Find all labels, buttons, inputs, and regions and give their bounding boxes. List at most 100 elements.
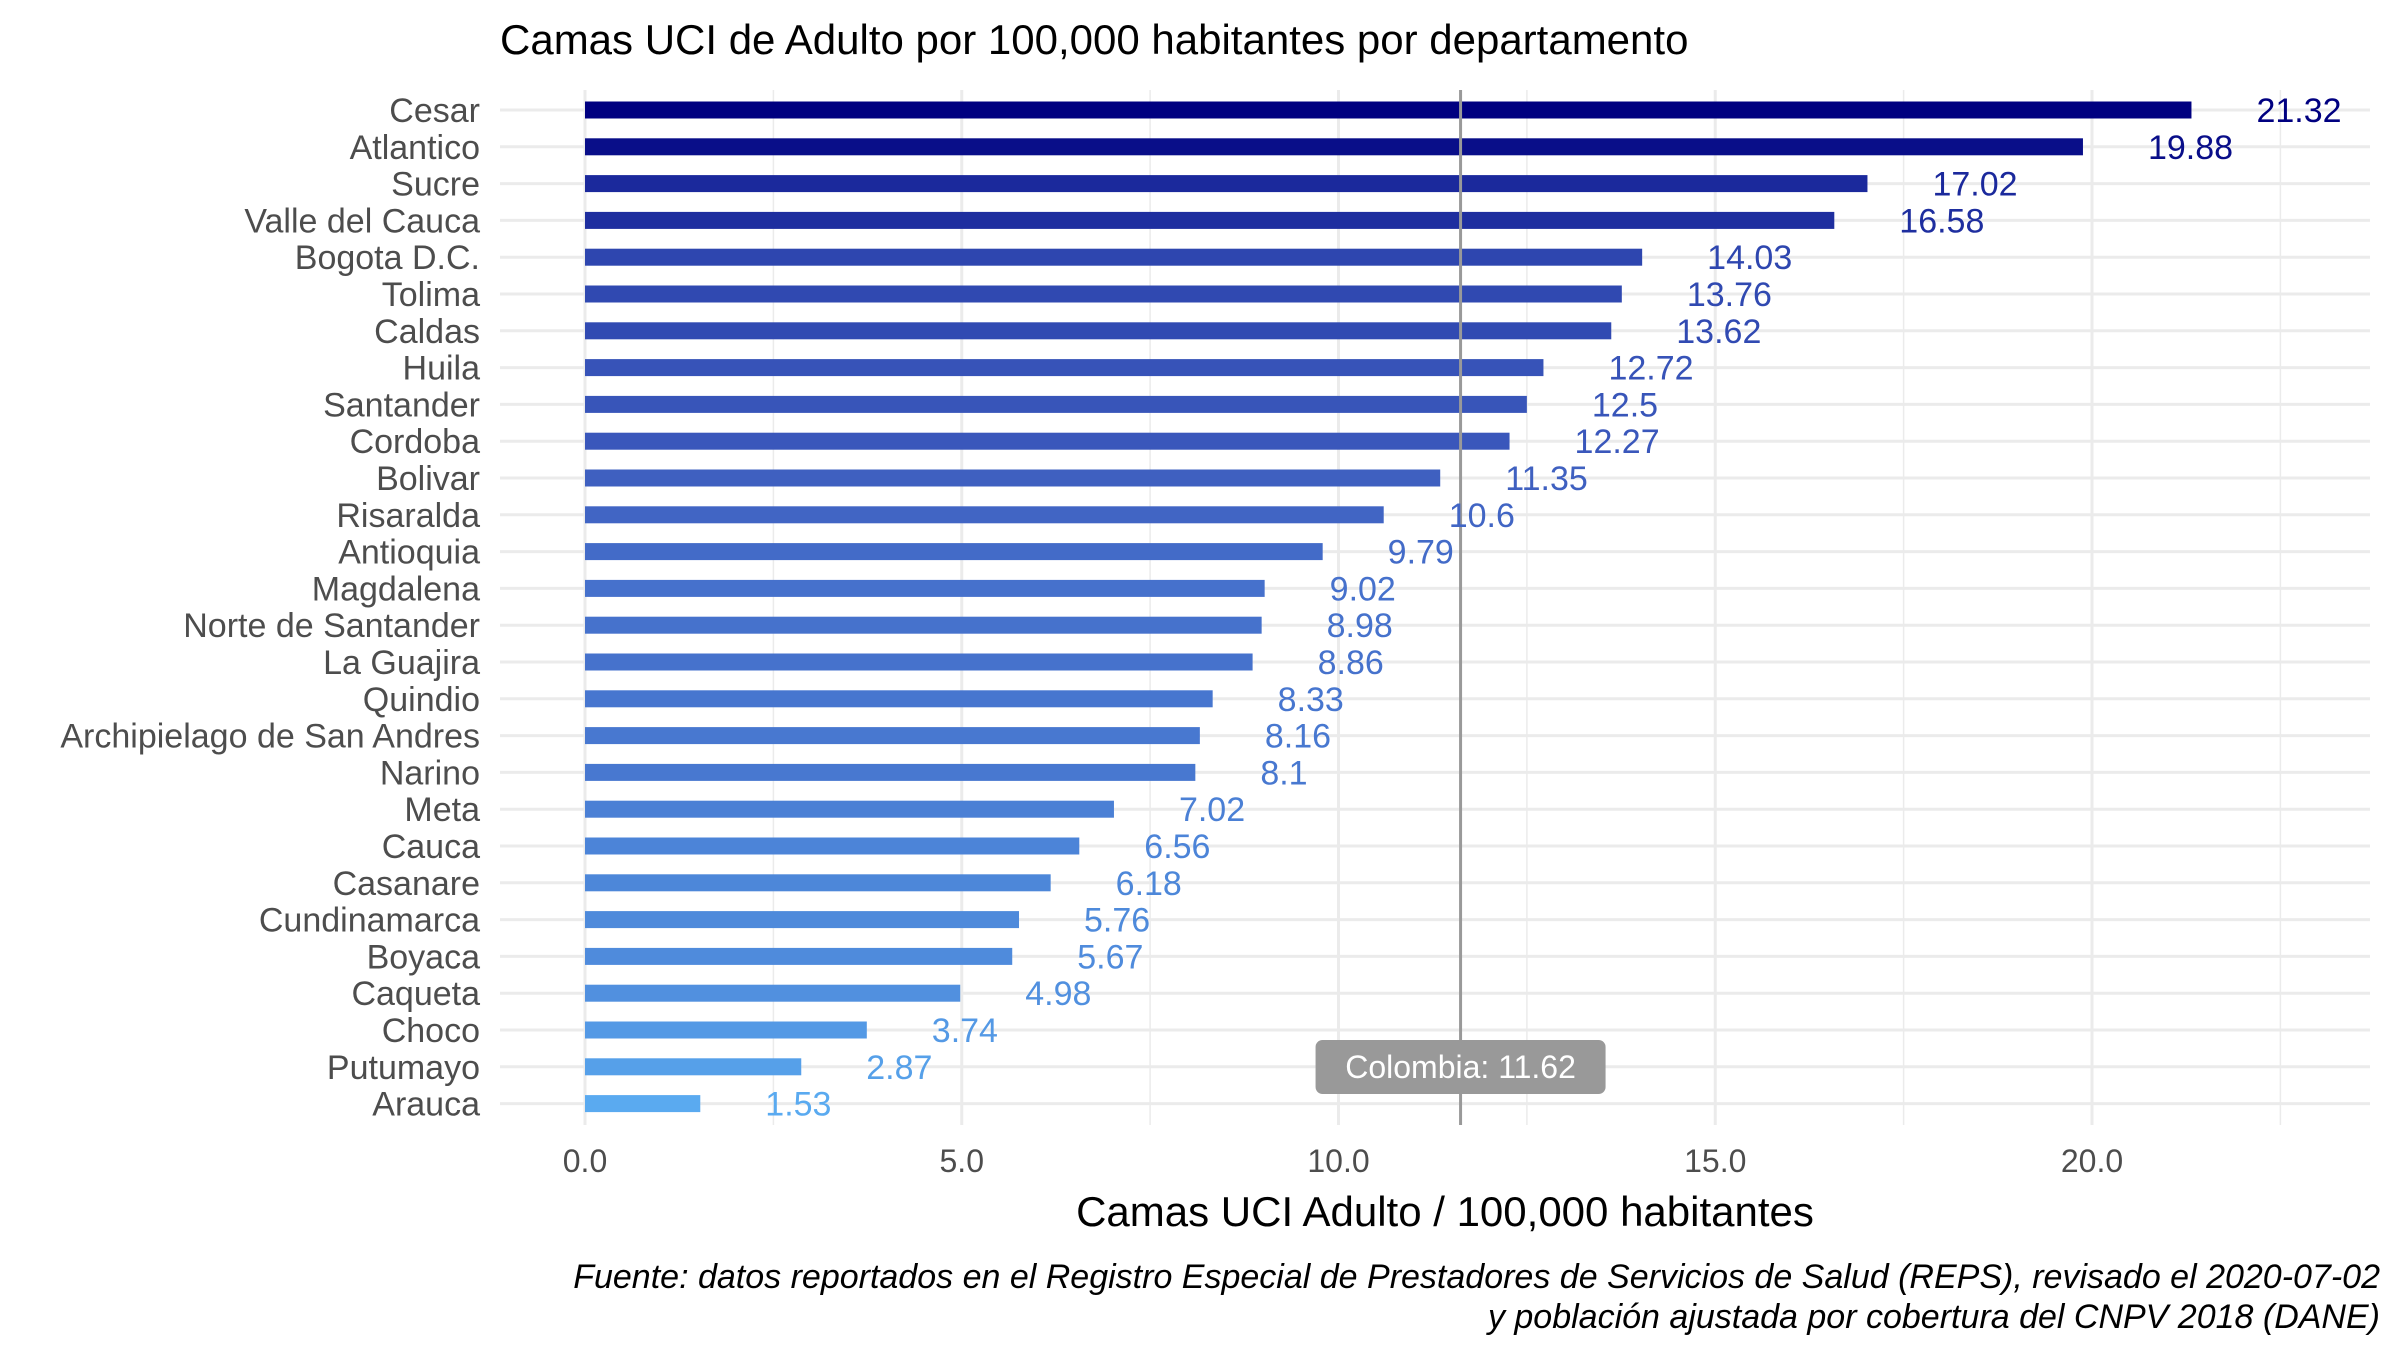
value-label: 7.02 [1179, 791, 1245, 829]
category-label: Archipielago de San Andres [60, 718, 480, 756]
bar [585, 138, 2083, 156]
category-label: Meta [404, 791, 480, 829]
value-label: 16.58 [1899, 202, 1984, 240]
category-label: Cesar [389, 92, 480, 130]
x-axis-title: Camas UCI Adulto / 100,000 habitantes [1076, 1188, 1814, 1235]
value-label: 8.1 [1260, 754, 1307, 792]
caption-line-2: y población ajustada por cobertura del C… [1486, 1298, 2380, 1336]
category-label: Risaralda [336, 497, 480, 535]
value-label: 14.03 [1707, 239, 1792, 277]
bar [585, 874, 1051, 892]
category-label: Quindio [363, 681, 480, 719]
value-label: 11.35 [1505, 460, 1588, 498]
value-label: 12.72 [1608, 350, 1693, 388]
bar [585, 322, 1612, 340]
value-label: 13.62 [1676, 313, 1761, 351]
value-label: 9.02 [1330, 570, 1396, 608]
bar [585, 763, 1196, 781]
bar-layer [585, 101, 2192, 1113]
category-label: Casanare [333, 865, 480, 903]
chart-title: Camas UCI de Adulto por 100,000 habitant… [500, 16, 1688, 63]
value-label: 8.16 [1265, 718, 1331, 756]
bar [585, 800, 1114, 818]
x-tick-label: 15.0 [1684, 1143, 1746, 1179]
bar [585, 653, 1253, 671]
bar [585, 1095, 701, 1113]
bar [585, 395, 1527, 413]
category-label: Valle del Cauca [244, 202, 480, 240]
category-label: Boyaca [367, 938, 480, 976]
caption-line-1: Fuente: datos reportados en el Registro … [573, 1258, 2380, 1296]
value-label: 21.32 [2256, 92, 2341, 130]
bar [585, 211, 1835, 229]
category-label: Choco [382, 1012, 480, 1050]
category-label: Atlantico [350, 129, 480, 167]
value-label: 8.98 [1327, 607, 1393, 645]
category-label: Cauca [382, 828, 480, 866]
reference-label: Colombia: 11.62 [1345, 1049, 1576, 1085]
value-label: 12.5 [1592, 386, 1658, 424]
bar [585, 1058, 802, 1076]
bar [585, 432, 1510, 450]
value-label: 8.33 [1278, 681, 1344, 719]
category-label: La Guajira [323, 644, 480, 682]
value-label: 12.27 [1575, 423, 1660, 461]
category-label: Cundinamarca [259, 902, 480, 940]
x-tick-label: 20.0 [2061, 1143, 2123, 1179]
value-label: 2.87 [866, 1049, 932, 1087]
value-label: 3.74 [932, 1012, 998, 1050]
value-label: 8.86 [1318, 644, 1384, 682]
bar [585, 690, 1213, 708]
value-label: 4.98 [1025, 975, 1091, 1013]
value-label: 10.6 [1449, 497, 1515, 535]
category-label: Santander [323, 386, 480, 424]
category-label: Bogota D.C. [295, 239, 480, 277]
x-tick-label: 10.0 [1307, 1143, 1369, 1179]
bar [585, 175, 1868, 193]
value-label: 5.76 [1084, 902, 1150, 940]
bar [585, 248, 1643, 266]
bar [585, 285, 1622, 303]
value-label: 17.02 [1932, 166, 2017, 204]
category-label: Narino [380, 754, 480, 792]
bar [585, 543, 1323, 561]
category-label: Caldas [374, 313, 480, 351]
value-label: 6.18 [1116, 865, 1182, 903]
bar [585, 837, 1080, 855]
category-label: Sucre [391, 166, 480, 204]
category-label: Norte de Santander [183, 607, 480, 645]
reference-layer: Colombia: 11.62 [1315, 90, 1606, 1125]
category-label: Huila [403, 350, 481, 388]
value-label: 13.76 [1687, 276, 1772, 314]
bar [585, 727, 1200, 745]
bar [585, 947, 1013, 965]
value-label: 1.53 [765, 1086, 831, 1124]
category-label: Magdalena [312, 570, 480, 608]
value-label: 19.88 [2148, 129, 2233, 167]
category-label: Caqueta [351, 975, 480, 1013]
category-label: Tolima [382, 276, 480, 314]
bar [585, 359, 1544, 377]
bar [585, 1021, 867, 1039]
category-label: Arauca [372, 1086, 480, 1124]
bar [585, 579, 1265, 597]
bar [585, 616, 1262, 634]
x-tick-label: 0.0 [563, 1143, 607, 1179]
category-label: Putumayo [327, 1049, 480, 1087]
bar [585, 469, 1441, 487]
category-label: Antioquia [338, 534, 480, 572]
x-tick-label: 5.0 [940, 1143, 984, 1179]
bar [585, 911, 1020, 929]
value-label: 6.56 [1144, 828, 1210, 866]
reference-label-box [1315, 1040, 1606, 1094]
bar [585, 984, 961, 1002]
bar [585, 506, 1384, 524]
category-label: Cordoba [350, 423, 481, 461]
value-label: 5.67 [1077, 938, 1143, 976]
bar [585, 101, 2192, 119]
value-label: 9.79 [1388, 534, 1454, 572]
category-label: Bolivar [376, 460, 480, 498]
